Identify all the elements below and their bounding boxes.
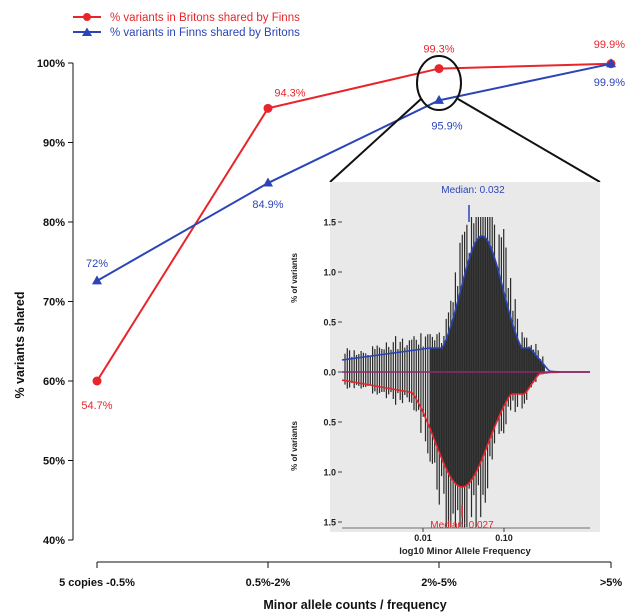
inset-histogram: 0.0 0.5 1.0 1.5 0.5 1.0 1.5 0.01 0.10 log10 Minor… (290, 182, 600, 557)
inset-x-tick-label: 0.01 (414, 533, 432, 543)
data-label-britons: 99.9% (594, 39, 625, 51)
data-label-finns: 72% (86, 258, 108, 270)
inset-y-tick-label: 1.0 (323, 268, 336, 278)
data-point-britons (92, 376, 102, 386)
inset-y-tick-label: 0.5 (323, 318, 336, 328)
x-tick-label: 2%-5% (421, 577, 457, 589)
x-tick-label: 5 copies -0.5% (59, 577, 135, 589)
series-line-britons (96, 62, 612, 382)
y-tick-label: 50% (43, 456, 65, 468)
main-y-ticks: 40% 50% 60% 70% 80% 90% 100% (37, 58, 73, 547)
inset-x-axis-title: log10 Minor Allele Frequency (399, 546, 531, 557)
inset-y-tick-label: 1.5 (323, 218, 336, 228)
x-tick-label: >5% (600, 577, 623, 589)
data-label-britons: 54.7% (81, 400, 112, 412)
data-point-finns (434, 94, 444, 104)
legend-label-finns: % variants in Finns shared by Britons (110, 27, 300, 39)
y-tick-label: 90% (43, 138, 65, 150)
highlight-ellipse (416, 55, 462, 111)
data-point-britons (434, 64, 444, 74)
inset-y-tick-label: 1.0 (323, 468, 336, 478)
legend-marker-finns (82, 27, 92, 36)
inset-y-title-top: % of variants (290, 253, 299, 303)
inset-y-tick-label: 0.0 (323, 368, 336, 378)
data-point-finns (606, 58, 616, 68)
inset-density-top (341, 235, 590, 373)
inset-y-tick-label: 0.5 (323, 418, 336, 428)
data-label-finns: 99.9% (594, 77, 625, 89)
data-label-finns: 95.9% (431, 120, 462, 132)
y-tick-label: 70% (43, 297, 65, 309)
y-tick-label: 60% (43, 376, 65, 388)
inset-fill-top (430, 236, 545, 372)
inset-y-title-bottom: % of variants (290, 421, 299, 471)
legend-marker-britons (83, 13, 91, 21)
inset-y-tick-label: 1.5 (323, 518, 336, 528)
inset-x-tick-label: 0.10 (495, 533, 513, 543)
series-line-finns (96, 62, 612, 282)
main-x-ticks: 5 copies -0.5% 0.5%-2% 2%-5% >5% (59, 562, 622, 589)
y-tick-label: 100% (37, 58, 65, 70)
y-tick-label: 80% (43, 217, 65, 229)
series-layer (92, 58, 616, 386)
y-axis-title: % variants shared (13, 292, 27, 399)
median-annotation-bottom: Median: 0.027 (430, 520, 494, 531)
data-label-finns: 84.9% (252, 199, 283, 211)
y-tick-label: 40% (43, 535, 65, 547)
data-label-britons: 99.3% (423, 44, 454, 56)
inset-fill-bottom (430, 372, 545, 487)
x-tick-label: 0.5%-2% (246, 577, 291, 589)
data-point-britons (263, 103, 273, 113)
inset-x-ticks: 0.01 0.10 (342, 527, 590, 543)
legend-label-britons: % variants in Britons shared by Finns (110, 12, 300, 24)
connector-right (457, 98, 601, 183)
data-label-britons: 94.3% (274, 87, 305, 99)
inset-y-ticks: 0.0 0.5 1.0 1.5 0.5 1.0 1.5 (323, 218, 342, 528)
legend: % variants in Britons shared by Finns % … (73, 12, 300, 39)
data-labels: 54.7% 94.3% 99.3% 99.9% 72% 84.9% 95.9% 99.9% (81, 39, 625, 412)
x-axis-title: Minor allele counts / frequency (263, 598, 446, 612)
data-point-finns (92, 275, 102, 285)
data-point-finns (263, 177, 273, 187)
median-annotation-top: Median: 0.032 (441, 185, 505, 196)
connector-left (329, 98, 422, 183)
